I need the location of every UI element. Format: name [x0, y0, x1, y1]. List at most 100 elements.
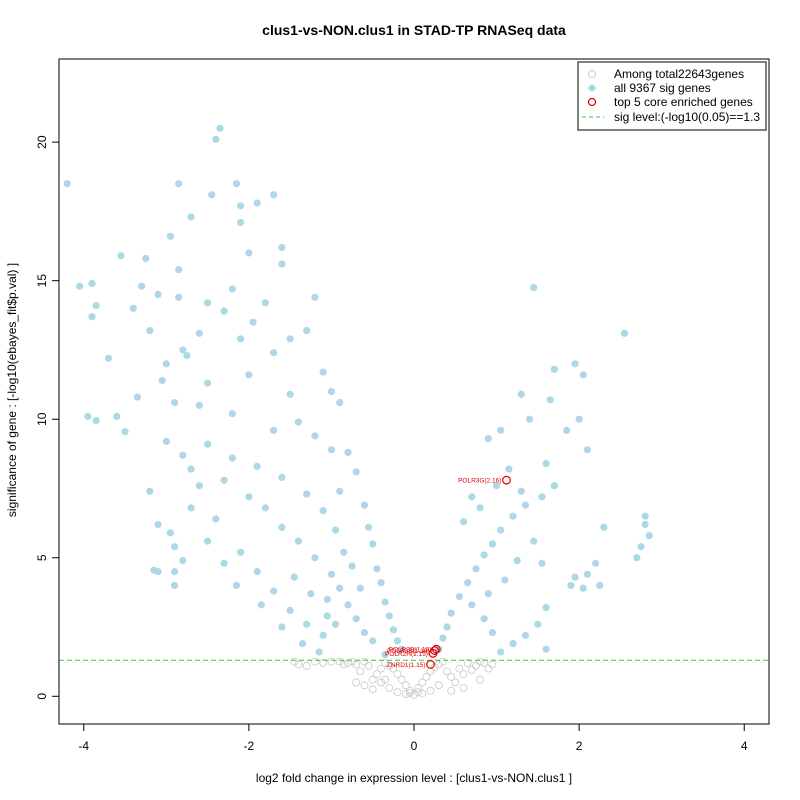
sig-point [216, 124, 224, 132]
sig-point [509, 640, 517, 648]
sig-point [63, 180, 71, 188]
y-axis: 0 5 10 15 20 [35, 135, 60, 700]
sig-point [534, 620, 542, 628]
sig-point [360, 628, 369, 637]
sig-point [278, 243, 286, 252]
nonsig-point [385, 661, 394, 670]
nonsig-point [368, 675, 377, 684]
sig-point [228, 454, 236, 462]
nonsig-point [476, 657, 484, 666]
sig-point [278, 523, 286, 531]
sig-point [166, 529, 175, 537]
sig-point [459, 518, 468, 526]
sig-point [311, 554, 319, 562]
sig-point [92, 416, 100, 425]
sig-point [84, 412, 92, 421]
sig-point [464, 579, 472, 587]
sig-point [509, 512, 517, 520]
sig-point [228, 285, 236, 293]
sig-point [204, 440, 212, 448]
sig-point [319, 631, 327, 639]
sig-point [583, 446, 591, 454]
sig-point [278, 623, 286, 631]
sig-point [447, 609, 455, 617]
sig-point [146, 487, 154, 495]
sig-point [352, 615, 360, 623]
y-tick-label: 10 [35, 412, 49, 426]
sig-point [270, 426, 278, 434]
sig-point [521, 501, 530, 509]
sig-point [331, 620, 340, 628]
nonsig-point [438, 657, 447, 666]
sig-point [261, 299, 269, 307]
sig-point [261, 504, 269, 512]
nonsig-point [418, 689, 427, 698]
sig-point [270, 349, 278, 357]
sig-point [398, 645, 406, 653]
sig-point [492, 482, 501, 490]
sig-point [319, 507, 327, 515]
sig-point [596, 581, 604, 590]
sig-point [488, 540, 497, 548]
nonsig-point [356, 667, 365, 676]
sig-point [344, 448, 352, 457]
nonsig-point [381, 659, 390, 667]
sig-point [319, 368, 327, 376]
sig-point [232, 180, 241, 188]
top-gene-marker [428, 648, 438, 658]
sig-point [488, 628, 497, 637]
sig-point [204, 299, 212, 307]
sig-point [179, 451, 187, 459]
nonsig-point [480, 659, 489, 667]
sig-point [542, 604, 550, 612]
sig-point [220, 559, 228, 567]
sig-point [158, 376, 166, 385]
sig-point [311, 432, 319, 440]
sig-point [204, 537, 212, 545]
sig-point [468, 493, 476, 501]
nonsig-point [360, 657, 369, 666]
sig-point [183, 351, 191, 360]
sig-point [104, 354, 113, 362]
sig-point [311, 293, 319, 301]
sig-point [377, 579, 385, 587]
sig-point [620, 329, 629, 337]
sig-point [208, 191, 216, 199]
sig-point [253, 462, 261, 470]
nonsig-point [377, 664, 385, 673]
sig-point [195, 329, 203, 337]
sig-point [352, 468, 360, 476]
top-gene-marker [502, 475, 511, 485]
nonsig-point [348, 657, 356, 666]
sig-point [538, 493, 546, 501]
sig-point [88, 313, 96, 321]
nonsig-point [335, 657, 344, 666]
sig-point [137, 282, 146, 290]
sig-point [323, 612, 331, 620]
sig-point [237, 335, 245, 343]
nonsig-point [422, 672, 431, 681]
sig-point [323, 595, 331, 603]
sig-point [575, 415, 583, 423]
nonsig-point [381, 675, 390, 684]
legend-threshold-label: sig level:(-log10(0.05)==1.3 [614, 110, 760, 124]
sig-point [497, 526, 505, 534]
sig-point [336, 398, 344, 407]
sig-point [228, 410, 236, 418]
sig-point [530, 283, 538, 292]
nonsig-point [467, 666, 476, 674]
nonsig-point [447, 686, 456, 695]
legend-nonsig-marker [588, 70, 596, 78]
sig-point [195, 401, 203, 409]
sig-point [348, 562, 356, 570]
sig-point [253, 568, 261, 576]
sig-point [187, 504, 195, 512]
sig-point [170, 543, 179, 551]
y-axis-label: significance of gene : [-log10(ebayes_fi… [5, 263, 19, 517]
sig-point [154, 568, 162, 576]
sig-point [162, 360, 170, 368]
plot-frame [58, 58, 770, 725]
sig-point [521, 631, 530, 639]
sig-point [245, 493, 253, 501]
nonsig-point [372, 670, 381, 679]
